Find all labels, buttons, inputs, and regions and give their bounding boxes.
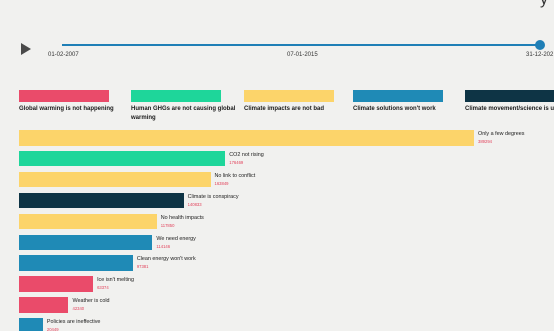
bar-category-label: CO2 not rising <box>229 151 264 158</box>
bar-2[interactable] <box>19 171 211 188</box>
bar-category-label: No link to conflict <box>214 172 256 179</box>
bar-value-label: 42340 <box>72 306 85 312</box>
timeline-mid-label: 07-01-2015 <box>287 52 318 58</box>
bar-value-label: 117850 <box>160 222 175 228</box>
legend-item-movement-unreliable[interactable]: Climate movement/science is unreliable <box>465 90 554 126</box>
legend-label: Climate movement/science is unreliable <box>465 106 554 112</box>
bar-category-label: Ice isn't melting <box>97 277 135 284</box>
legend-label: Global warming is not happening <box>19 106 114 112</box>
bar-category-label: Only a few degrees <box>478 131 525 137</box>
bar-0[interactable] <box>19 130 474 146</box>
clipped-title-area: y <box>0 0 554 10</box>
legend-item-solutions-wont-work[interactable]: Climate solutions won't work <box>353 90 475 126</box>
legend-label: Climate solutions won't work <box>353 106 436 112</box>
clipped-glyph: y <box>540 0 548 9</box>
bar-3[interactable] <box>19 192 184 209</box>
bar-8[interactable] <box>19 297 69 313</box>
legend-label: Human GHGs are not causing global warmin… <box>131 106 236 122</box>
timeline-track[interactable] <box>62 44 540 46</box>
bar-value-label: 114146 <box>156 243 171 249</box>
bar-value-label: 20449 <box>46 327 59 331</box>
bar-value-label: 163849 <box>214 180 229 186</box>
bar-category-label: Climate is conspiracy <box>187 193 239 200</box>
bar-5[interactable] <box>19 234 153 250</box>
legend-swatch <box>244 90 334 102</box>
bar-value-label: 140833 <box>187 201 202 207</box>
legend-swatch <box>465 90 554 102</box>
bar-1[interactable] <box>19 150 226 167</box>
timeline-start-label: 01-02-2007 <box>48 52 79 58</box>
bar-6[interactable] <box>19 255 133 271</box>
bar-category-label: No health impacts <box>160 214 204 221</box>
legend-item-not-happening[interactable]: Global warming is not happening <box>19 90 141 126</box>
bar-7[interactable] <box>19 276 94 292</box>
legend-swatch <box>353 90 443 102</box>
bar-9[interactable] <box>19 318 43 331</box>
bar-category-label: Policies are ineffective <box>46 319 101 326</box>
bar-value-label: 63374 <box>97 285 109 291</box>
legend-label: Climate impacts are not bad <box>244 106 325 112</box>
bar-value-label: 97381 <box>136 264 149 270</box>
bar-category-label: We need energy <box>156 235 196 242</box>
timeline-end-label: 31-12-202 <box>526 52 554 58</box>
legend-swatch <box>131 90 221 102</box>
play-button[interactable] <box>19 42 33 56</box>
bar-value-label: 389294 <box>478 139 492 144</box>
timeline-handle[interactable] <box>535 40 545 50</box>
bar-value-label: 176469 <box>229 159 244 165</box>
legend-item-impacts-not-bad[interactable]: Climate impacts are not bad <box>244 90 366 126</box>
bar-category-label: Clean energy won't work <box>136 256 196 263</box>
legend-item-not-human-caused[interactable]: Human GHGs are not causing global warmin… <box>131 90 253 126</box>
bar-4[interactable] <box>19 213 157 230</box>
legend-swatch <box>19 90 109 102</box>
play-icon <box>21 43 31 55</box>
bar-category-label: Weather is cold <box>72 298 110 305</box>
